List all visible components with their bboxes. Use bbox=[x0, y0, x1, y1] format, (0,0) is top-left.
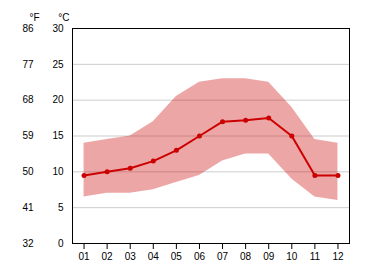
svg-text:11: 11 bbox=[310, 251, 321, 262]
svg-text:25: 25 bbox=[52, 59, 64, 70]
svg-text:77: 77 bbox=[22, 59, 34, 70]
svg-text:59: 59 bbox=[22, 130, 34, 141]
svg-text:41: 41 bbox=[22, 202, 34, 213]
svg-text:12: 12 bbox=[332, 251, 344, 262]
svg-text:0: 0 bbox=[58, 238, 64, 249]
svg-text:32: 32 bbox=[22, 238, 34, 249]
svg-text:07: 07 bbox=[217, 251, 229, 262]
svg-text:5: 5 bbox=[58, 202, 64, 213]
svg-text:06: 06 bbox=[194, 251, 206, 262]
svg-text:86: 86 bbox=[22, 23, 34, 34]
svg-text:09: 09 bbox=[263, 251, 275, 262]
svg-text:10: 10 bbox=[286, 251, 298, 262]
svg-text:15: 15 bbox=[52, 130, 64, 141]
svg-text:03: 03 bbox=[125, 251, 137, 262]
svg-text:08: 08 bbox=[240, 251, 252, 262]
svg-text:10: 10 bbox=[52, 166, 64, 177]
svg-text:20: 20 bbox=[52, 94, 64, 105]
svg-text:68: 68 bbox=[22, 94, 34, 105]
svg-text:°F: °F bbox=[29, 12, 39, 23]
svg-text:02: 02 bbox=[102, 251, 114, 262]
svg-text:01: 01 bbox=[78, 251, 90, 262]
svg-text:30: 30 bbox=[52, 23, 64, 34]
svg-text:50: 50 bbox=[22, 166, 34, 177]
svg-text:°C: °C bbox=[58, 12, 69, 23]
svg-text:05: 05 bbox=[171, 251, 183, 262]
svg-text:04: 04 bbox=[148, 251, 160, 262]
